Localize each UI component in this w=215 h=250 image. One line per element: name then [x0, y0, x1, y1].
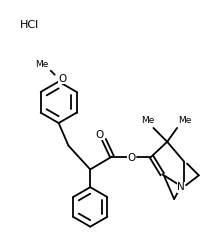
- Text: O: O: [95, 130, 103, 140]
- Text: HCl: HCl: [19, 20, 39, 30]
- Text: Me: Me: [141, 116, 154, 124]
- Text: N: N: [177, 182, 185, 192]
- Text: O: O: [127, 152, 136, 162]
- Text: Me: Me: [35, 60, 49, 69]
- Text: O: O: [58, 74, 67, 84]
- Text: Me: Me: [178, 116, 192, 124]
